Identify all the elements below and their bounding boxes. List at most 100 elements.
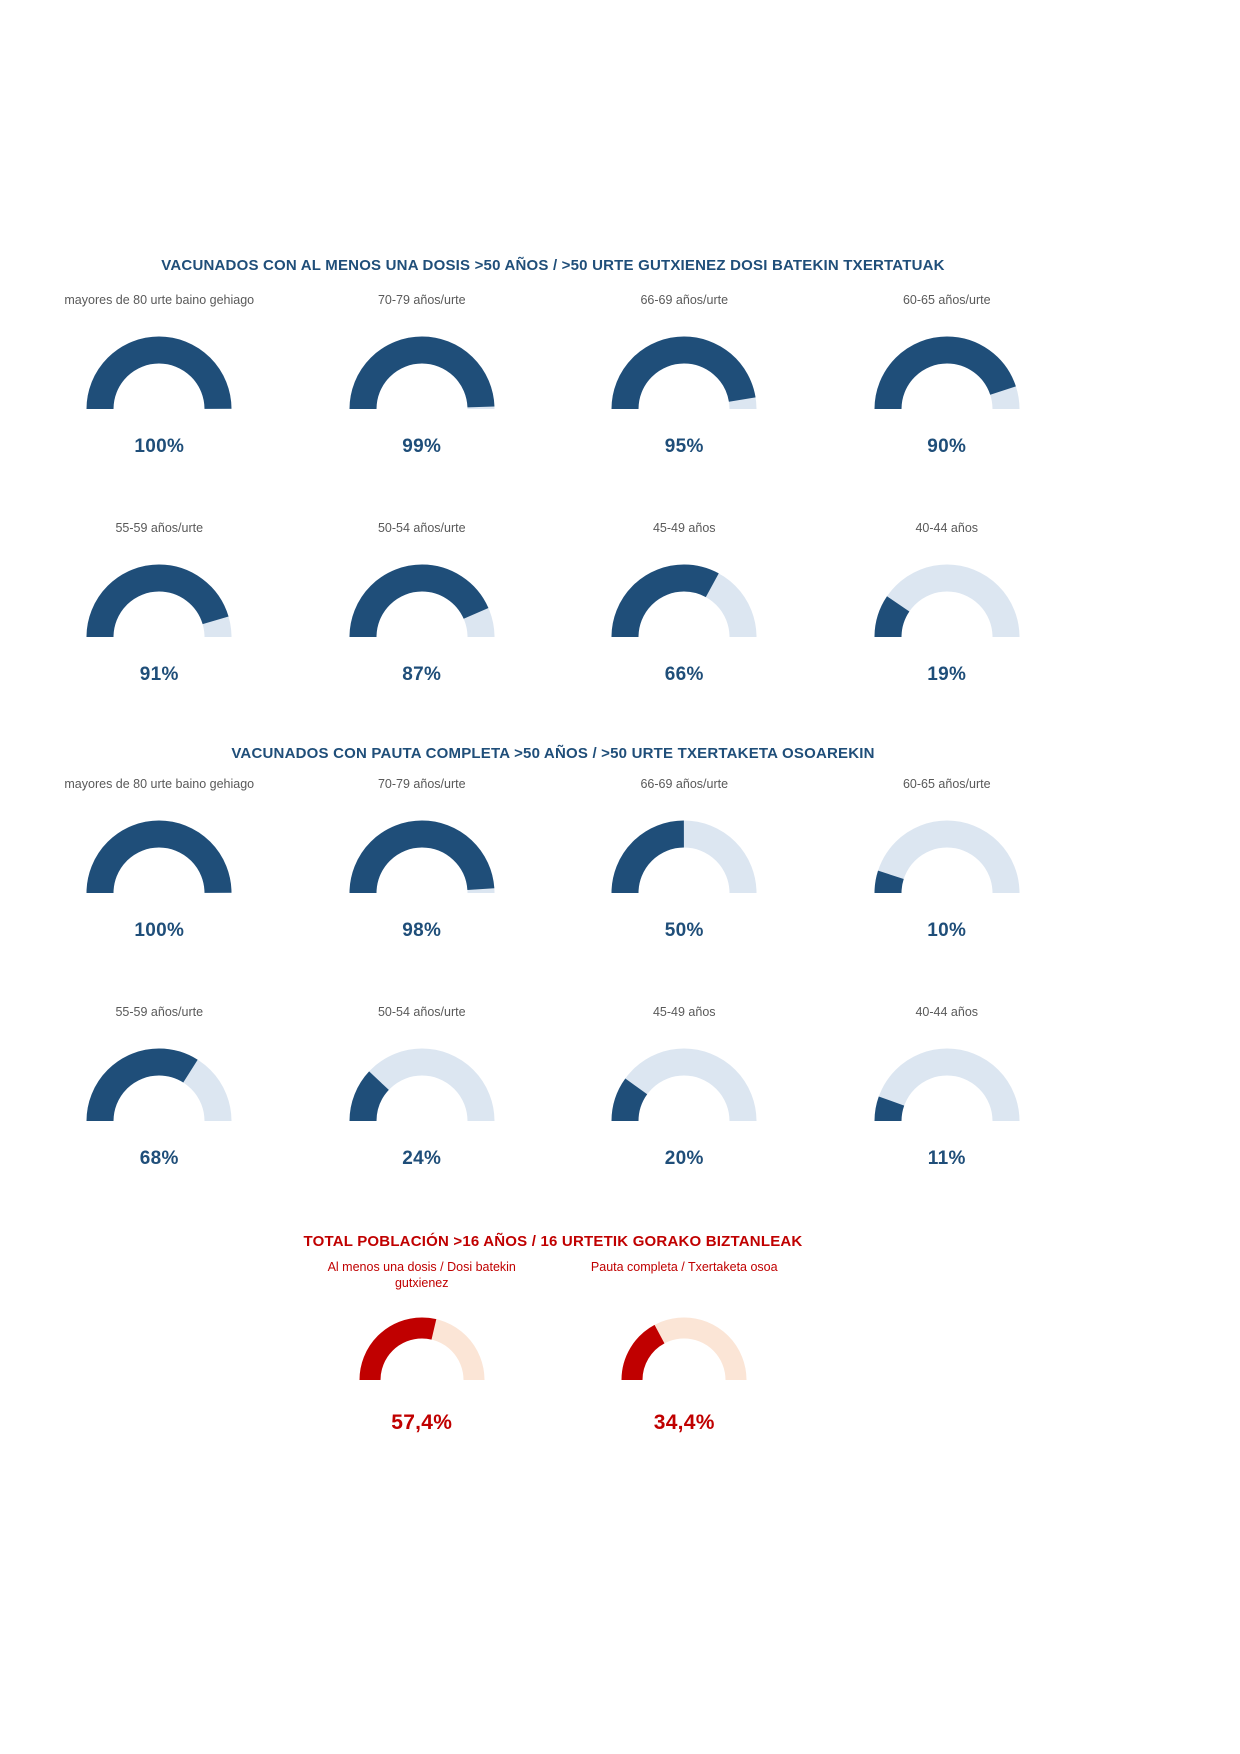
gauge-value: 10%	[927, 920, 967, 941]
gauge-label: 40-44 años	[915, 1005, 979, 1019]
gauge-arc-chart	[86, 820, 232, 894]
gauge-value: 90%	[927, 436, 967, 457]
gauge-fill-arc	[349, 1048, 495, 1122]
gauge-fill-arc	[349, 336, 495, 410]
gauge-cell: mayores de 80 urte baino gehiago 100%	[28, 776, 291, 942]
gauge-fill-arc	[349, 820, 495, 894]
gauge-arc-chart	[621, 1317, 747, 1381]
gauge-cell: 66-69 años/urte 95%	[553, 292, 816, 458]
gauge-cell: 45-49 años 66%	[553, 520, 816, 686]
gauge-cell: 40-44 años 19%	[816, 520, 1079, 686]
gauge-value: 24%	[402, 1148, 442, 1169]
gauge-arc-chart	[874, 820, 1020, 894]
gauge-arc-chart	[611, 1048, 757, 1122]
gauge-value: 98%	[402, 920, 442, 941]
section-title-full-schedule: VACUNADOS CON PAUTA COMPLETA >50 AÑOS / …	[231, 745, 875, 762]
gauge-cell: 70-79 años/urte 99%	[291, 292, 554, 458]
gauge-cell: 66-69 años/urte 50%	[553, 776, 816, 942]
gauge-value: 66%	[664, 664, 704, 685]
gauge-label: Al menos una dosis / Dosi batekin gutxie…	[327, 1260, 516, 1290]
gauge-fill-arc	[611, 820, 757, 894]
gauge-value: 11%	[927, 1148, 966, 1169]
gauge-value: 100%	[134, 920, 185, 941]
gauge-label: 66-69 años/urte	[640, 293, 729, 307]
gauge-label: Pauta completa / Txertaketa osoa	[590, 1260, 778, 1274]
vaccination-report-page: VACUNADOS CON AL MENOS UNA DOSIS >50 AÑO…	[28, 0, 1078, 1435]
gauge-track-arc	[874, 564, 1020, 638]
section-at-least-one-dose: VACUNADOS CON AL MENOS UNA DOSIS >50 AÑO…	[28, 256, 1078, 686]
gauge-track-arc	[874, 1048, 1020, 1122]
gauge-cell: 60-65 años/urte 10%	[816, 776, 1079, 942]
section-total-population: TOTAL POBLACIÓN >16 AÑOS / 16 URTETIK GO…	[28, 1232, 1078, 1435]
gauge-label: 55-59 años/urte	[115, 1005, 204, 1019]
gauge-arc-chart	[349, 564, 495, 638]
gauge-label: 70-79 años/urte	[377, 777, 466, 791]
gauge-value: 50%	[664, 920, 704, 941]
gauge-cell: 40-44 años 11%	[816, 1004, 1079, 1170]
gauge-grid-at-least-one-dose: mayores de 80 urte baino gehiago 100% 70-7…	[28, 292, 1078, 686]
section-title-at-least-one-dose: VACUNADOS CON AL MENOS UNA DOSIS >50 AÑO…	[161, 257, 945, 274]
gauge-arc-chart	[86, 1048, 232, 1122]
gauge-label: mayores de 80 urte baino gehiago	[64, 293, 255, 307]
gauge-label: 70-79 años/urte	[377, 293, 466, 307]
gauge-label: 60-65 años/urte	[902, 777, 991, 791]
gauge-arc-chart	[359, 1317, 485, 1381]
gauge-fill-arc	[621, 1317, 747, 1381]
section-title-total-population: TOTAL POBLACIÓN >16 AÑOS / 16 URTETIK GO…	[303, 1233, 803, 1250]
gauge-cell: 60-65 años/urte 90%	[816, 292, 1079, 458]
gauge-cell: mayores de 80 urte baino gehiago 100%	[28, 292, 291, 458]
section-full-schedule: VACUNADOS CON PAUTA COMPLETA >50 AÑOS / …	[28, 744, 1078, 1170]
gauge-cell: 45-49 años 20%	[553, 1004, 816, 1170]
gauge-cell: 70-79 años/urte 98%	[291, 776, 554, 942]
gauge-label: 60-65 años/urte	[902, 293, 991, 307]
gauge-fill-arc	[349, 564, 495, 638]
gauge-arc-chart	[349, 820, 495, 894]
gauge-fill-arc	[611, 564, 757, 638]
gauge-grid-total-population: Al menos una dosis / Dosi batekin gutxie…	[28, 1259, 1078, 1435]
gauge-value: 99%	[402, 436, 442, 457]
gauge-fill-arc	[359, 1317, 485, 1381]
gauge-value: 87%	[402, 664, 442, 685]
gauge-value: 91%	[139, 664, 179, 685]
gauge-value: 34,4%	[653, 1411, 715, 1434]
gauge-fill-arc	[611, 336, 757, 410]
gauge-arc-chart	[86, 564, 232, 638]
gauge-label: 45-49 años	[652, 1005, 716, 1019]
gauge-fill-arc	[86, 820, 232, 894]
gauge-fill-arc	[86, 1048, 232, 1122]
gauge-track-arc	[874, 820, 1020, 894]
gauge-arc-chart	[874, 564, 1020, 638]
gauge-value: 100%	[134, 436, 185, 457]
gauge-arc-chart	[874, 336, 1020, 410]
gauge-fill-arc	[86, 564, 232, 638]
gauge-cell: Pauta completa / Txertaketa osoa 34,4%	[553, 1259, 816, 1435]
gauge-arc-chart	[611, 336, 757, 410]
gauge-label: 55-59 años/urte	[115, 521, 204, 535]
gauge-cell: 55-59 años/urte 68%	[28, 1004, 291, 1170]
gauge-fill-arc	[874, 564, 1020, 638]
gauge-fill-arc	[611, 1048, 757, 1122]
gauge-fill-arc	[86, 336, 232, 410]
gauge-value: 68%	[139, 1148, 179, 1169]
gauge-label: 50-54 años/urte	[377, 521, 466, 535]
gauge-arc-chart	[86, 336, 232, 410]
gauge-value: 95%	[664, 436, 704, 457]
gauge-label: mayores de 80 urte baino gehiago	[64, 777, 255, 791]
gauge-cell: 50-54 años/urte 87%	[291, 520, 554, 686]
gauge-value: 20%	[664, 1148, 704, 1169]
gauge-cell: 55-59 años/urte 91%	[28, 520, 291, 686]
gauge-value: 19%	[927, 664, 967, 685]
gauge-label: 40-44 años	[915, 521, 979, 535]
gauge-arc-chart	[611, 564, 757, 638]
gauge-arc-chart	[349, 1048, 495, 1122]
gauge-label: 66-69 años/urte	[640, 777, 729, 791]
gauge-cell: Al menos una dosis / Dosi batekin gutxie…	[291, 1259, 554, 1435]
gauge-arc-chart	[611, 820, 757, 894]
gauge-value: 57,4%	[391, 1411, 453, 1434]
gauge-grid-full-schedule: mayores de 80 urte baino gehiago 100% 70-7…	[28, 776, 1078, 1170]
gauge-arc-chart	[349, 336, 495, 410]
gauge-fill-arc	[874, 336, 1020, 410]
gauge-label: 50-54 años/urte	[377, 1005, 466, 1019]
gauge-label: 45-49 años	[652, 521, 716, 535]
gauge-cell: 50-54 años/urte 24%	[291, 1004, 554, 1170]
